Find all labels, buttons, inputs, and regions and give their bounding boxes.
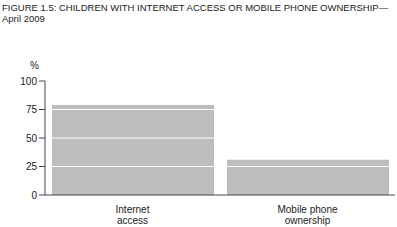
svg-text:100: 100 [20, 76, 37, 87]
html-text:April 2009: April 2009 [2, 13, 45, 24]
svg-text:Mobile phoneownership: Mobile phoneownership [277, 204, 337, 226]
html-text:FIGURE 1.5: CHILDREN WITH INTE: FIGURE 1.5: CHILDREN WITH INTERNET ACCES… [2, 2, 389, 13]
svg-text:75: 75 [26, 104, 38, 115]
svg-text:0: 0 [31, 190, 37, 201]
svg-text:25: 25 [26, 161, 38, 172]
svg-text:Internetaccess: Internetaccess [116, 204, 150, 226]
svg-text:50: 50 [26, 133, 38, 144]
